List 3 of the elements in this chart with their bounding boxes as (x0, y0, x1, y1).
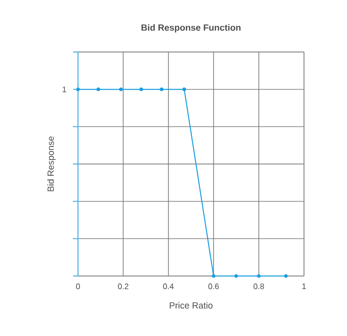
y-axis-title: Bid Response (47, 136, 56, 192)
chart-title: Bid Response Function (142, 24, 241, 32)
x-axis-title: Price Ratio (170, 302, 213, 309)
